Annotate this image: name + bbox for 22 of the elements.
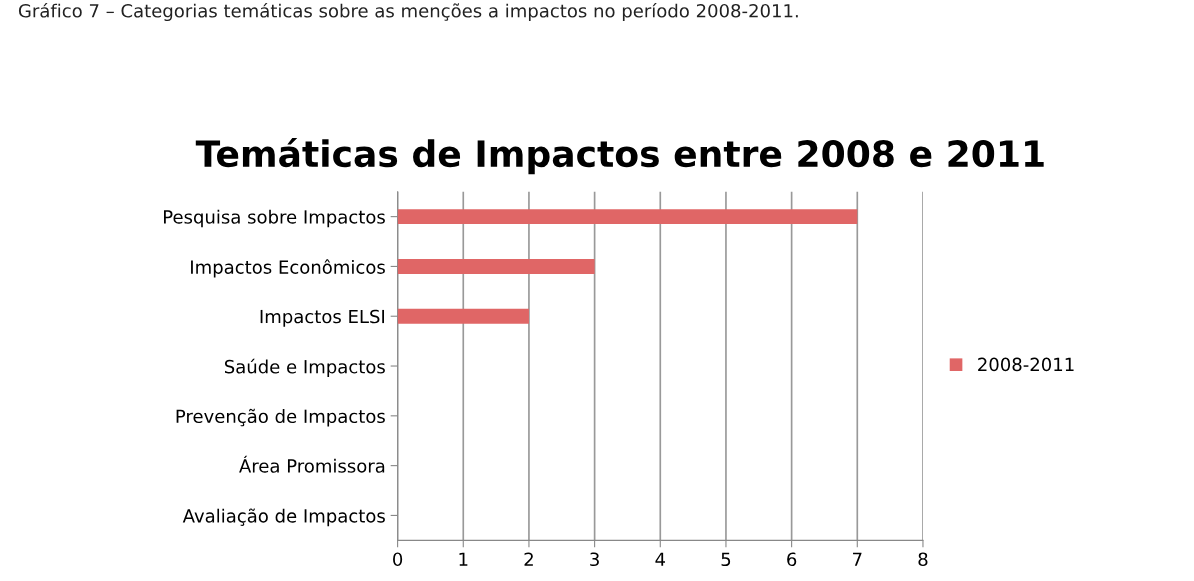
y-tick-label: Saúde e Impactos bbox=[224, 358, 385, 378]
bar bbox=[397, 308, 529, 324]
x-tick-label: 7 bbox=[853, 552, 862, 566]
x-tick-label: 3 bbox=[590, 552, 599, 567]
text: Gráfico 7 – Categorias temáticas sobre as menções a impactos no período 2008-2011. bbox=[18, 2, 798, 22]
bar bbox=[397, 258, 595, 274]
y-tick-label: Impactos Econômicos bbox=[191, 259, 385, 278]
x-tick-label: 8 bbox=[918, 552, 928, 567]
chart-title: Temáticas de Impactos entre 2008 e 2011 bbox=[195, 137, 1044, 175]
x-tick-label: 0 bbox=[393, 552, 403, 567]
y-tick-label: Impactos ELSI bbox=[260, 309, 385, 327]
x-tick-label: 1 bbox=[459, 552, 468, 566]
x-tick-label: 5 bbox=[721, 552, 731, 567]
bar bbox=[397, 209, 858, 225]
y-tick-label: Área Promissora bbox=[239, 455, 385, 473]
x-tick-label: 2 bbox=[524, 552, 533, 566]
y-tick-label: Avaliação de Impactos bbox=[182, 508, 385, 527]
x-tick-label: 4 bbox=[655, 552, 666, 566]
y-tick-label: Pesquisa sobre Impactos bbox=[164, 209, 385, 228]
y-tick-label: Prevenção de Impactos bbox=[176, 408, 385, 427]
legend-label: 2008-2011 bbox=[978, 357, 1074, 372]
x-tick-label: 6 bbox=[787, 552, 797, 567]
